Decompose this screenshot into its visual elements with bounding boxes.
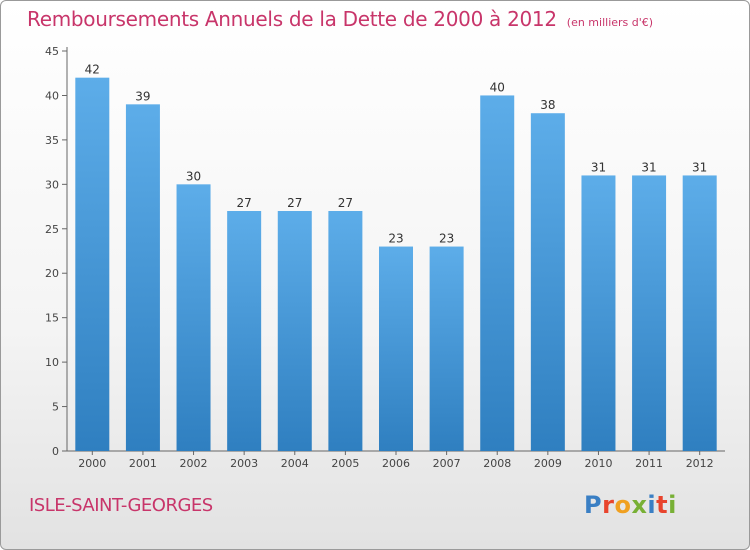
bar — [176, 184, 211, 452]
y-tick-label: 5 — [52, 401, 59, 414]
bar — [682, 175, 717, 451]
logo-letter: x — [631, 491, 648, 519]
data-label: 23 — [439, 232, 454, 246]
data-label: 42 — [85, 63, 100, 77]
chart-title-text: Remboursements Annuels de la Dette de 20… — [27, 7, 557, 31]
data-label: 31 — [591, 160, 606, 174]
bar — [75, 77, 110, 452]
x-tick-label: 2008 — [483, 457, 511, 470]
x-tick-label: 2002 — [180, 457, 208, 470]
x-tick-label: 2003 — [230, 457, 258, 470]
x-tick-label: 2001 — [129, 457, 157, 470]
x-tick-label: 2005 — [331, 457, 359, 470]
logo-letter: o — [614, 491, 632, 519]
data-label: 27 — [338, 196, 353, 210]
x-tick-label: 2010 — [584, 457, 612, 470]
commune-name: ISLE-SAINT-GEORGES — [29, 495, 213, 516]
y-tick-label: 35 — [45, 134, 59, 147]
y-tick-label: 45 — [45, 45, 59, 58]
data-label: 31 — [641, 160, 656, 174]
data-label: 39 — [135, 89, 150, 103]
bar — [328, 211, 363, 451]
bar — [530, 113, 565, 451]
data-label: 30 — [186, 169, 201, 183]
data-label: 27 — [237, 196, 252, 210]
bar — [277, 211, 312, 451]
y-tick-label: 30 — [45, 178, 59, 191]
x-tick-label: 2004 — [281, 457, 309, 470]
bar — [581, 175, 616, 451]
logo-letter: t — [656, 491, 669, 519]
proxiti-logo: Proxiti — [584, 491, 677, 519]
data-label: 23 — [388, 232, 403, 246]
chart-unit: (en milliers d'€) — [566, 16, 654, 29]
bar — [125, 104, 160, 451]
x-tick-label: 2011 — [635, 457, 663, 470]
y-tick-label: 10 — [45, 356, 59, 369]
bar — [632, 175, 667, 451]
x-tick-label: 2012 — [686, 457, 714, 470]
logo-letter: i — [668, 491, 677, 519]
data-label: 40 — [490, 80, 505, 94]
y-tick-label: 20 — [45, 267, 59, 280]
logo-letter: i — [647, 491, 657, 519]
data-label: 31 — [692, 160, 707, 174]
y-tick-label: 25 — [45, 223, 59, 236]
bar — [379, 246, 413, 451]
logo-letter: P — [584, 491, 603, 519]
bar — [429, 246, 464, 451]
x-tick-label: 2000 — [78, 457, 106, 470]
bar — [227, 211, 262, 451]
y-tick-label: 0 — [52, 445, 59, 458]
chart-title: Remboursements Annuels de la Dette de 20… — [27, 7, 653, 31]
data-label: 27 — [287, 196, 302, 210]
bar — [480, 95, 515, 451]
logo-letter: r — [602, 491, 615, 519]
y-tick-label: 40 — [45, 89, 59, 102]
x-tick-label: 2009 — [534, 457, 562, 470]
data-label: 38 — [540, 98, 555, 112]
x-tick-label: 2007 — [433, 457, 461, 470]
y-tick-label: 15 — [45, 312, 59, 325]
x-tick-label: 2006 — [382, 457, 410, 470]
